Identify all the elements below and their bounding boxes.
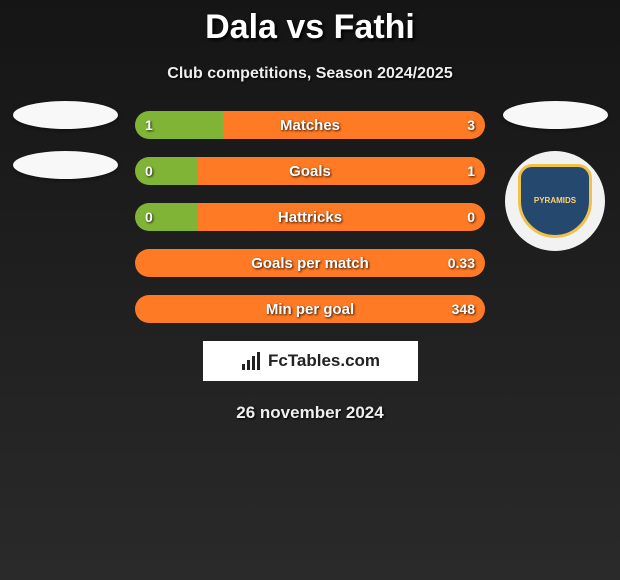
- date-label: 26 november 2024: [0, 403, 620, 423]
- stat-row: Goals per match0.33: [135, 249, 485, 277]
- stat-label: Min per goal: [135, 295, 485, 323]
- stat-value-right: 0: [467, 203, 475, 231]
- stat-row: Matches1 3: [135, 111, 485, 139]
- stat-label: Goals per match: [135, 249, 485, 277]
- stat-value-left: 0: [145, 203, 153, 231]
- player-col-right: PYRAMIDS: [500, 101, 610, 251]
- brand-box: FcTables.com: [203, 341, 418, 381]
- stat-value-left: 1: [145, 111, 153, 139]
- stat-bars: Matches13Goals01Hattricks00Goals per mat…: [135, 111, 485, 323]
- avatar-club-right: PYRAMIDS: [505, 151, 605, 251]
- page-subtitle: Club competitions, Season 2024/2025: [0, 65, 620, 83]
- stat-value-left: 0: [145, 157, 153, 185]
- stat-value-right: 348: [452, 295, 475, 323]
- player-col-left: [10, 101, 120, 201]
- club-crest-icon: PYRAMIDS: [518, 164, 592, 238]
- avatar-club-left: [13, 151, 118, 179]
- stat-row: Hattricks0 0: [135, 203, 485, 231]
- stat-row: Min per goal348: [135, 295, 485, 323]
- bars-icon: [240, 352, 262, 370]
- stat-value-right: 3: [467, 111, 475, 139]
- stat-label: Hattricks: [135, 203, 485, 231]
- stat-value-right: 0.33: [448, 249, 475, 277]
- stat-label: Goals: [135, 157, 485, 185]
- stat-row: Goals0 1: [135, 157, 485, 185]
- brand-label: FcTables.com: [268, 351, 380, 371]
- comparison-panel: PYRAMIDS Matches13Goals01Hattricks00Goal…: [0, 111, 620, 323]
- avatar-player-left: [13, 101, 118, 129]
- avatar-player-right: [503, 101, 608, 129]
- stat-value-right: 1: [467, 157, 475, 185]
- stat-label: Matches: [135, 111, 485, 139]
- page-title: Dala vs Fathi: [0, 0, 620, 47]
